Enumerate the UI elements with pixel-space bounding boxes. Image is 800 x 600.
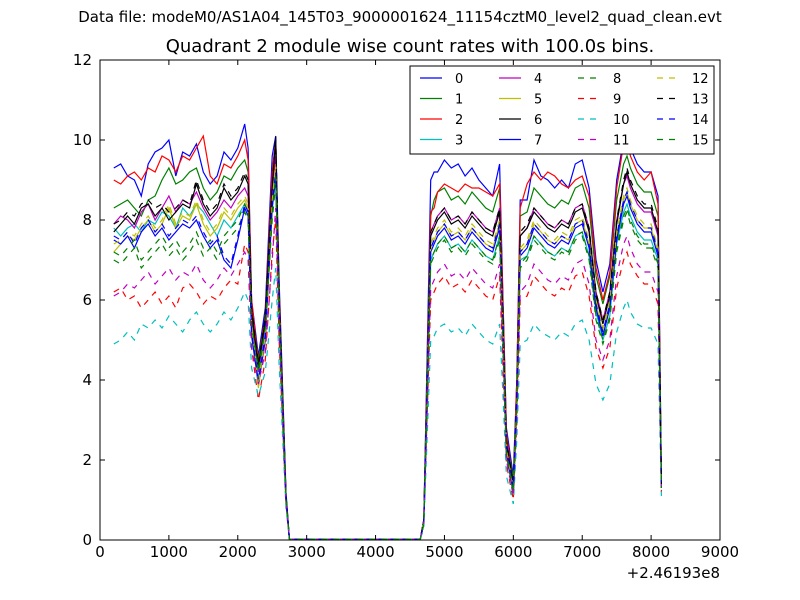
- series-line-9: [113, 219, 662, 540]
- legend-label-13: 13: [692, 93, 709, 108]
- series-line-7: [113, 175, 662, 540]
- y-tick-label: 6: [82, 291, 92, 309]
- x-tick-label: 1000: [150, 543, 188, 561]
- legend-label-8: 8: [613, 72, 621, 87]
- legend-label-14: 14: [692, 113, 709, 128]
- x-tick-label: 3000: [288, 543, 326, 561]
- legend-label-1: 1: [455, 93, 463, 108]
- legend-label-10: 10: [613, 113, 630, 128]
- legend-label-15: 15: [692, 134, 709, 149]
- legend-label-9: 9: [613, 93, 621, 108]
- series-line-5: [113, 167, 662, 540]
- legend-label-4: 4: [534, 72, 542, 87]
- legend-label-5: 5: [534, 93, 542, 108]
- series-line-10: [113, 267, 662, 540]
- x-tick-label: 8000: [632, 543, 670, 561]
- chart-title: Quadrant 2 module wise count rates with …: [165, 36, 655, 57]
- x-tick-label: 4000: [356, 543, 394, 561]
- series-line-8: [113, 183, 662, 540]
- y-tick-label: 8: [82, 211, 92, 229]
- series-line-0: [113, 123, 662, 540]
- legend-label-0: 0: [455, 72, 463, 87]
- legend-label-12: 12: [692, 72, 709, 87]
- y-tick-label: 0: [82, 531, 92, 549]
- series-line-4: [113, 155, 662, 540]
- x-offset-label: +2.46193e8: [627, 564, 720, 582]
- legend-label-2: 2: [455, 113, 463, 128]
- series-line-13: [113, 135, 662, 540]
- series-line-15: [113, 175, 662, 540]
- y-tick-label: 4: [82, 371, 92, 389]
- y-tick-label: 12: [73, 51, 92, 69]
- legend-label-6: 6: [534, 113, 542, 128]
- series-line-6: [113, 139, 662, 540]
- figure-suptitle: Data file: modeM0/AS1A04_145T03_90000016…: [78, 8, 722, 26]
- series-line-2: [113, 133, 662, 540]
- legend-box: [409, 65, 715, 155]
- series-layer: [113, 123, 662, 540]
- x-tick-label: 9000: [701, 543, 739, 561]
- x-tick-label: 7000: [563, 543, 601, 561]
- x-tick-label: 2000: [219, 543, 257, 561]
- y-tick-label: 2: [82, 451, 92, 469]
- legend-label-11: 11: [613, 134, 630, 149]
- y-tick-label: 10: [73, 131, 92, 149]
- x-tick-label: 0: [95, 543, 105, 561]
- series-line-1: [113, 143, 662, 540]
- axes-layer: 0 1000 2000 3000 4000 5000 6000 7000 8000 9000 0 2 4…: [73, 51, 739, 561]
- x-tick-label: 5000: [425, 543, 463, 561]
- legend-label-3: 3: [455, 134, 463, 149]
- series-line-11: [113, 207, 662, 540]
- x-tick-label: 6000: [494, 543, 532, 561]
- legend-label-7: 7: [534, 134, 542, 149]
- series-line-14: [113, 171, 662, 540]
